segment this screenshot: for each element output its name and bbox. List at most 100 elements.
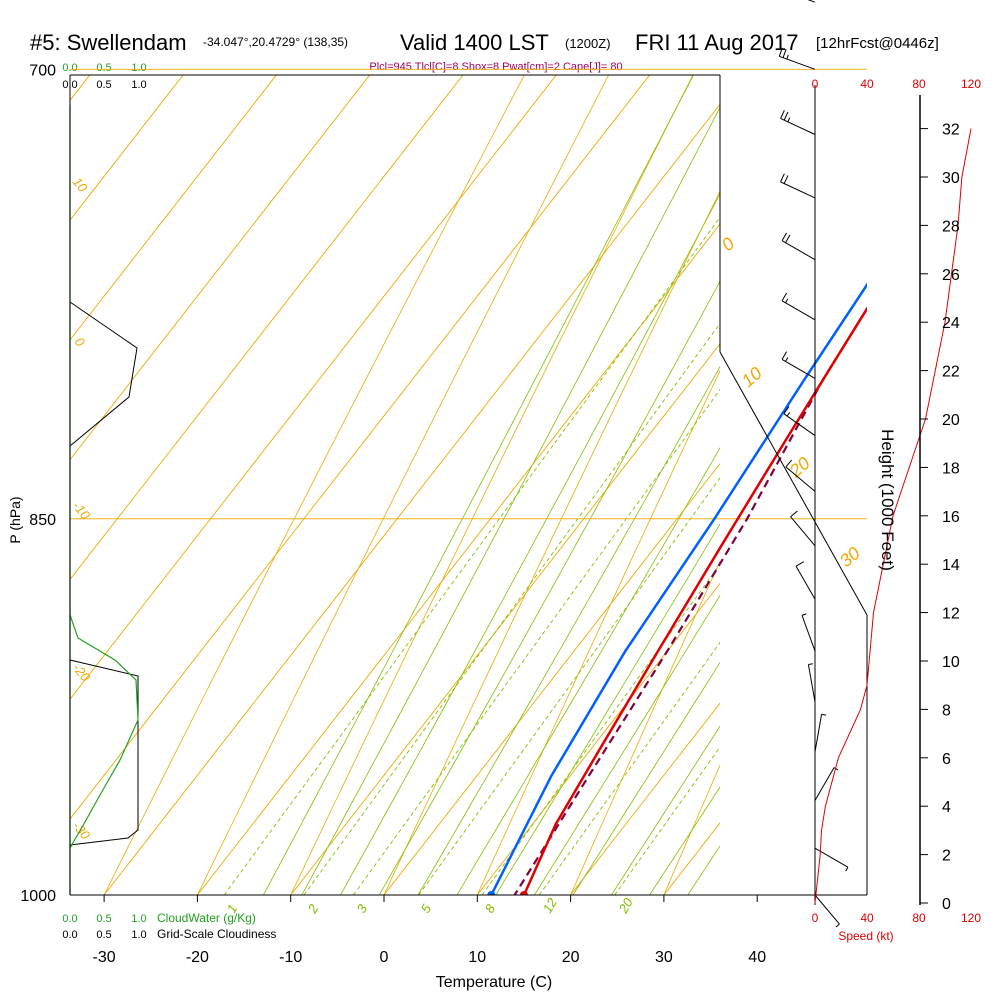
valid-date: FRI 11 Aug 2017	[635, 30, 799, 55]
cloud-bot-green-0: 0.0	[62, 913, 77, 925]
moist-adiabat-line	[495, 523, 720, 895]
cloud-bot-black-1: 0.5	[96, 929, 111, 941]
height-tick-label: 20	[942, 412, 960, 429]
isotherm-label-10: 10	[70, 174, 91, 195]
mixing-ratio-line	[418, 477, 720, 895]
moist-adiabat-line	[301, 106, 720, 895]
isotherm-line	[70, 75, 371, 461]
moist-adiabat-line	[610, 725, 720, 895]
cloud-bot-green-1: 0.5	[96, 913, 111, 925]
mix-label-3: 3	[354, 901, 371, 915]
mix-label-2: 2	[304, 901, 321, 916]
speed-tick-80: 80	[912, 77, 926, 91]
cloud-bot-green-2: 1.0	[131, 913, 146, 925]
speed-axis-label: Speed (kt)	[838, 929, 893, 943]
temperature-axis: -30 -20 -10 0 10 20 30 40	[93, 895, 766, 966]
pressure-lines	[70, 68, 867, 896]
moist-adiabat-line	[417, 365, 720, 895]
dry-adiabat-line	[103, 75, 525, 895]
cloud-axis-bottom: 0.0 0.5 1.0 CloudWater (g/Kg) 0.0 0.5 1.…	[62, 911, 276, 941]
speed-tick-0: 0	[812, 911, 819, 925]
height-tick-label: 0	[942, 896, 951, 913]
pressure-tick-700: 700	[29, 62, 56, 79]
wind-barb	[783, 406, 816, 436]
height-tick-label: 14	[942, 557, 960, 574]
plot-frame	[69, 74, 868, 896]
dry-adiabat-line	[805, 0, 1000, 1000]
dewpoint-trace	[490, 282, 867, 895]
temp-tick-label: 40	[748, 949, 766, 966]
mixing-ratio-labels: 1 2 3 5 8 12 20	[224, 895, 637, 917]
mixing-ratio-lines	[223, 216, 720, 895]
isotherm-label-m30: -30	[70, 818, 94, 843]
height-tick-label: 28	[942, 218, 960, 235]
dry-adiabats	[103, 0, 1000, 1000]
pressure-tick-850: 850	[29, 512, 56, 529]
height-tick-label: 26	[942, 267, 960, 284]
speed-axis-bottom: 0 40 80 120	[812, 911, 982, 925]
height-tick-label: 24	[942, 315, 960, 332]
moist-adiabat-line	[262, 75, 694, 895]
height-tick-label: 18	[942, 460, 960, 477]
temp-tick-label: -10	[279, 949, 302, 966]
speed-tick-80: 80	[912, 911, 926, 925]
cloud-bot-black-2: 1.0	[131, 929, 146, 941]
temp-tick-label: 20	[562, 949, 580, 966]
height-tick-label: 10	[942, 654, 960, 671]
wind-barb	[778, 47, 816, 70]
wind-barb	[781, 292, 816, 321]
speed-tick-120: 120	[961, 911, 981, 925]
dry-adiabat-line	[476, 369, 720, 895]
height-tick-label: 4	[942, 799, 951, 816]
isotherm-line	[290, 343, 720, 895]
wind-barb	[795, 561, 816, 600]
dry-adiabat-line	[196, 75, 610, 895]
isotherm-label-m20: -20	[70, 660, 94, 685]
height-axis-label: Height (1000 Feet)	[878, 429, 897, 571]
isotherms	[70, 75, 720, 895]
cloudiness-profile-low	[69, 659, 139, 846]
height-speed-profile	[814, 128, 972, 904]
speed-tick-0: 0	[812, 77, 819, 91]
moist-adiabat-line	[378, 280, 720, 895]
height-tick-label: 6	[942, 751, 951, 768]
mix-label-5: 5	[418, 901, 435, 915]
dry-adiabat-line	[570, 560, 720, 895]
wind-barb	[814, 713, 827, 752]
sounding-traces	[487, 282, 867, 895]
moist-adiabat-line	[340, 193, 720, 895]
forecast-info: [12hrFcst@0446z]	[816, 35, 939, 52]
wind-barb	[780, 110, 816, 135]
height-tick-label: 16	[942, 509, 960, 526]
isotherm-label-r0: 0	[718, 233, 739, 255]
speed-axis-top: 0 40 80 120	[812, 77, 982, 91]
isotherm-line	[70, 75, 464, 581]
surface-dewpoint-dot	[487, 891, 496, 895]
isotherm-line	[476, 582, 720, 895]
height-tick-label: 30	[942, 170, 960, 187]
temp-tick-label: 30	[655, 949, 673, 966]
height-tick-label: 32	[942, 122, 960, 139]
cloud-top-green-1: 0.5	[96, 62, 111, 74]
mixing-ratio-line	[303, 322, 720, 895]
isotherm-line	[197, 223, 720, 895]
mix-label-20: 20	[615, 895, 636, 917]
station-coords: -34.047°,20.4729° (138,35)	[203, 35, 348, 49]
valid-time: Valid 1400 LST	[400, 30, 549, 55]
moist-adiabat-line	[533, 594, 720, 895]
speed-tick-120: 120	[961, 77, 981, 91]
mixing-ratio-line	[353, 388, 720, 895]
wind-barb	[807, 663, 816, 703]
pressure-axis: 2503004005007008501000	[20, 62, 56, 905]
pressure-tick-1000: 1000	[20, 888, 56, 905]
dry-adiabat-line	[710, 0, 1000, 1000]
wind-barb	[785, 459, 816, 492]
mixing-ratio-line	[538, 641, 720, 895]
moist-adiabat-line	[649, 786, 720, 895]
zulu-time: (1200Z)	[565, 36, 611, 51]
cloudiness-label: Grid-Scale Cloudiness	[157, 927, 276, 941]
height-tick-label: 22	[942, 364, 960, 381]
cloudwater-label: CloudWater (g/Kg)	[157, 911, 256, 925]
